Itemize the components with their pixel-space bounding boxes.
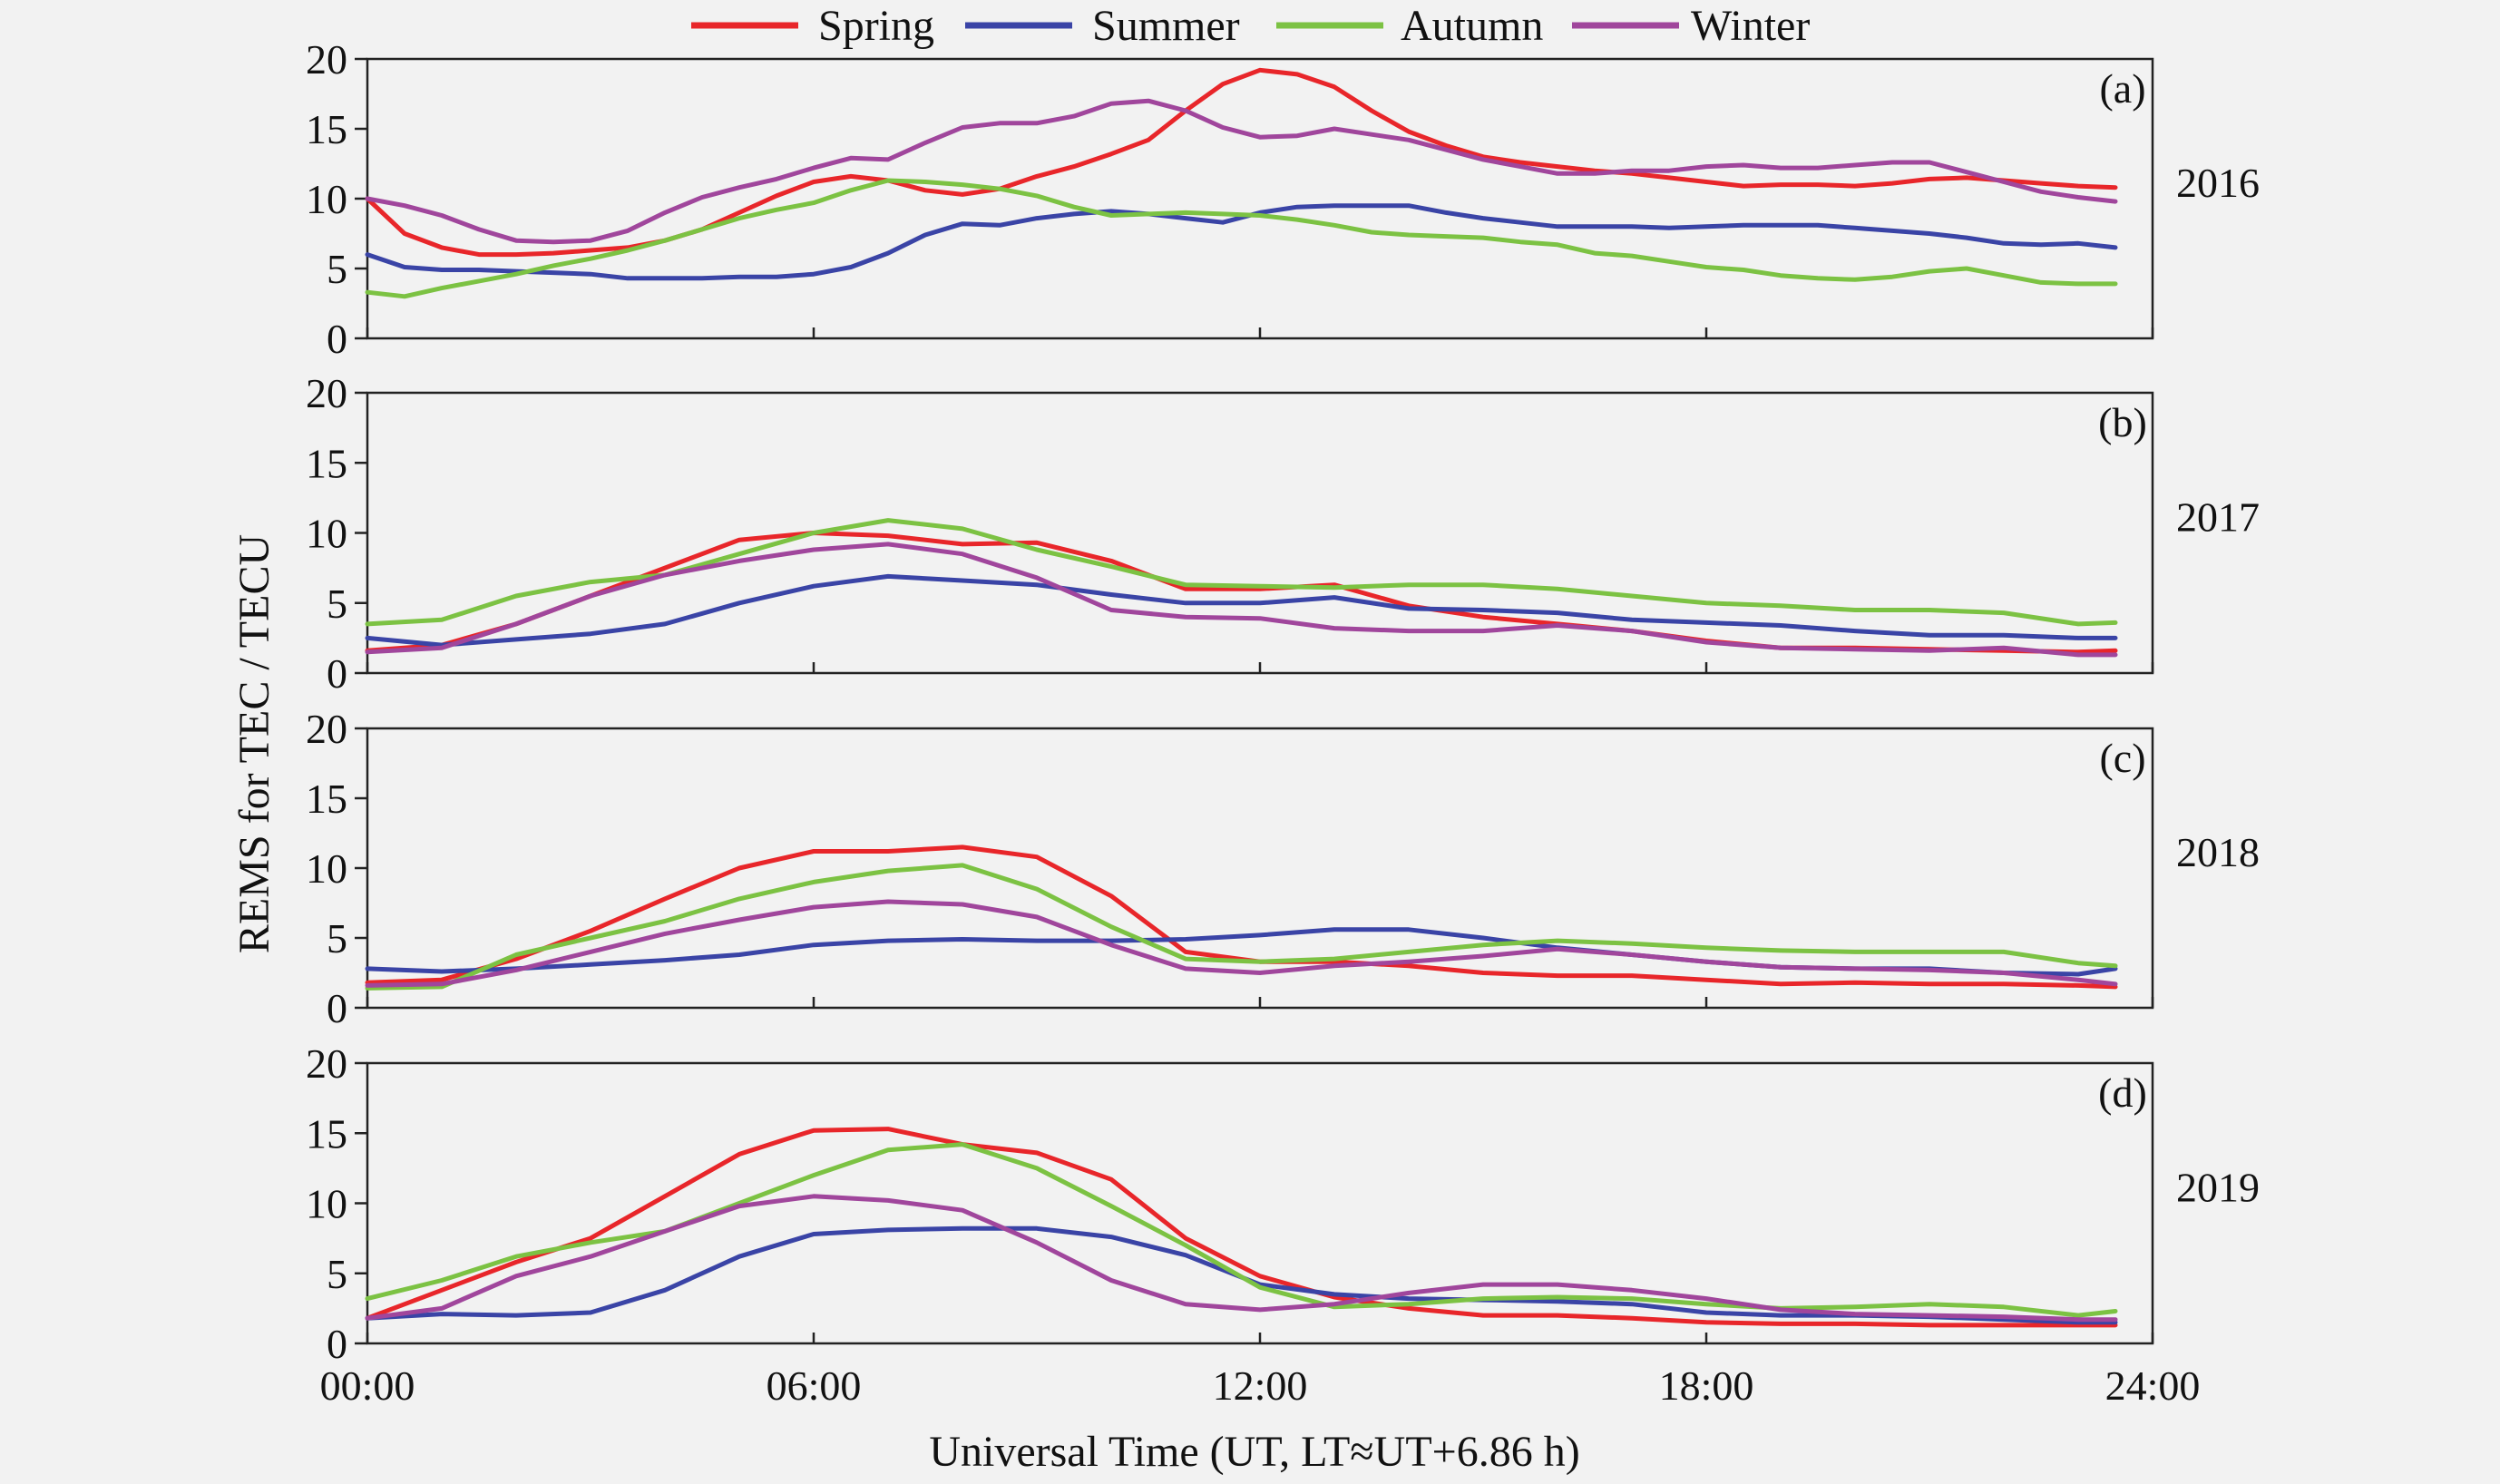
legend-label: Winter bbox=[1691, 2, 1810, 50]
legend-item-winter: Winter bbox=[1572, 2, 1810, 50]
panel-a: 0 5 10 15 20 (a) 2016 bbox=[306, 36, 2260, 362]
y-tick-label: 0 bbox=[327, 650, 347, 697]
panel-label: (b) bbox=[2098, 399, 2147, 445]
y-tick-label: 0 bbox=[327, 316, 347, 362]
y-tick-label: 20 bbox=[306, 370, 347, 416]
series-line-autumn bbox=[365, 863, 2118, 991]
y-tick-label: 15 bbox=[306, 1110, 347, 1157]
panel-d: 0 5 10 15 20 00:00 06:00 12:00 18:00 24:00 (d) 2019 bbox=[306, 1040, 2260, 1409]
series-line-summer bbox=[365, 203, 2118, 281]
legend-label: Summer bbox=[1092, 2, 1240, 50]
y-tick-label: 15 bbox=[306, 440, 347, 486]
year-label: 2016 bbox=[2176, 160, 2260, 206]
legend: Spring Summer Autumn Winter bbox=[691, 2, 1810, 50]
panel-label: (a) bbox=[2099, 65, 2145, 112]
panel-c: 0 5 10 15 20 (c) 2018 bbox=[306, 706, 2260, 1031]
year-label: 2018 bbox=[2176, 829, 2260, 875]
panel-label: (c) bbox=[2099, 735, 2145, 781]
x-tick-label: 06:00 bbox=[767, 1362, 862, 1409]
series-line-spring bbox=[365, 1127, 2118, 1328]
legend-label: Autumn bbox=[1401, 2, 1543, 50]
x-axis-title: Universal Time (UT, LT≈UT+6.86 h) bbox=[929, 1428, 1579, 1476]
y-tick-label: 0 bbox=[327, 1321, 347, 1367]
series-line-autumn bbox=[365, 178, 2118, 299]
y-tick-label: 15 bbox=[306, 106, 347, 152]
legend-item-summer: Summer bbox=[965, 2, 1240, 50]
y-tick-label: 20 bbox=[306, 706, 347, 752]
y-tick-label: 5 bbox=[327, 1251, 347, 1297]
legend-item-autumn: Autumn bbox=[1276, 2, 1543, 50]
y-tick-label: 20 bbox=[306, 1040, 347, 1087]
y-tick-label: 10 bbox=[306, 845, 347, 892]
y-tick-label: 15 bbox=[306, 776, 347, 822]
year-label: 2019 bbox=[2176, 1165, 2260, 1211]
series-line-winter bbox=[365, 98, 2118, 245]
legend-label: Spring bbox=[818, 2, 934, 50]
y-tick-label: 10 bbox=[306, 176, 347, 222]
y-tick-label: 5 bbox=[327, 246, 347, 292]
series-line-winter bbox=[365, 899, 2118, 988]
y-tick-label: 10 bbox=[306, 511, 347, 557]
series-line-summer bbox=[365, 573, 2118, 648]
x-tick-label: 24:00 bbox=[2105, 1362, 2201, 1409]
panels: 0 5 10 15 20 (a) 2016 0 5 10 15 20 (b) 2017 0 5 10 15 20 (c… bbox=[306, 36, 2260, 1409]
y-tick-label: 0 bbox=[327, 985, 347, 1031]
x-tick-label: 18:00 bbox=[1659, 1362, 1754, 1409]
x-tick-label: 12:00 bbox=[1213, 1362, 1308, 1409]
series-line-winter bbox=[365, 1194, 2118, 1323]
y-tick-label: 20 bbox=[306, 36, 347, 83]
panel-label: (d) bbox=[2098, 1069, 2147, 1116]
legend-item-spring: Spring bbox=[691, 2, 934, 50]
y-tick-label: 5 bbox=[327, 581, 347, 627]
y-tick-label: 5 bbox=[327, 915, 347, 962]
x-tick-label: 00:00 bbox=[320, 1362, 415, 1409]
panel-b: 0 5 10 15 20 (b) 2017 bbox=[306, 370, 2260, 697]
y-tick-label: 10 bbox=[306, 1181, 347, 1227]
year-label: 2017 bbox=[2176, 494, 2260, 541]
y-axis-title: REMS for TEC / TECU bbox=[230, 534, 278, 953]
series-line-winter bbox=[365, 542, 2118, 658]
